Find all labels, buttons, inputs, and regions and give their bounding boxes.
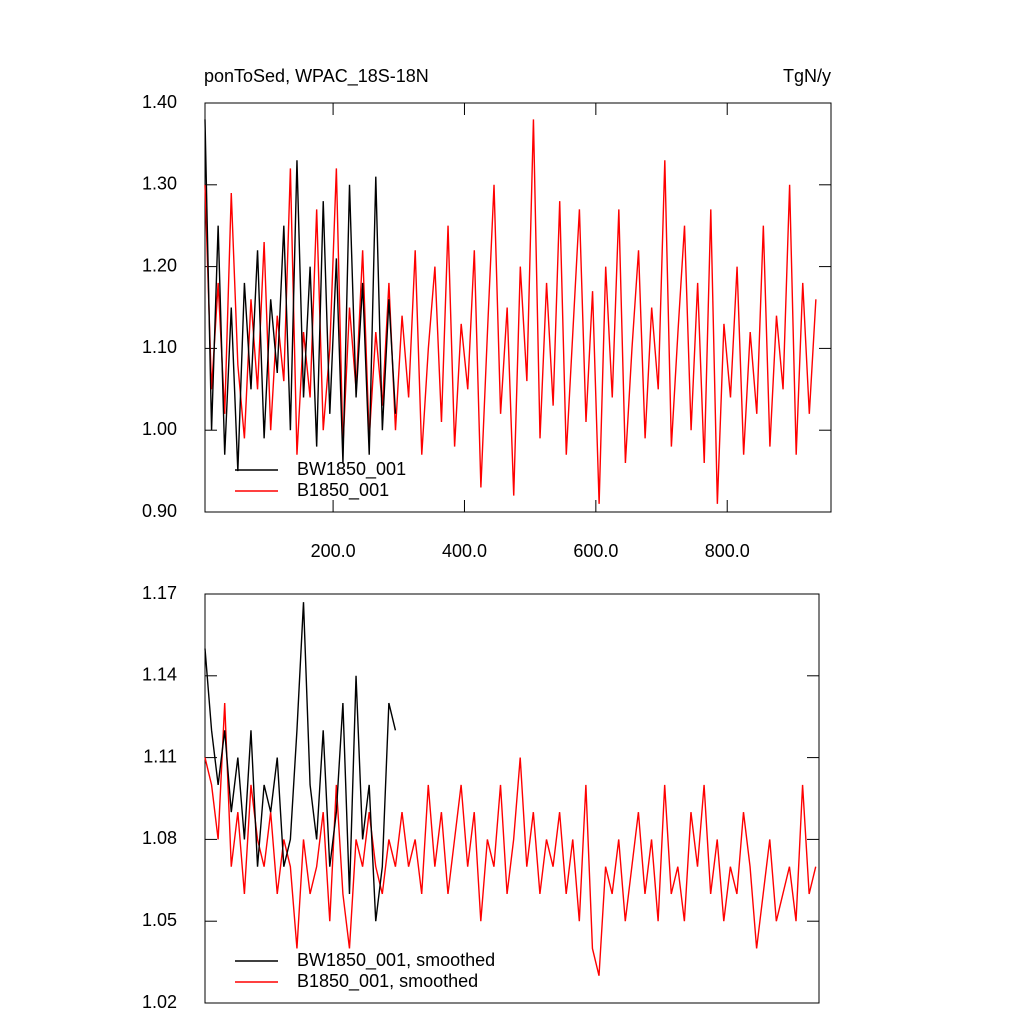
series-line xyxy=(204,703,817,976)
y-tick-label: 1.30 xyxy=(142,174,177,194)
series-line xyxy=(204,602,397,922)
series-line xyxy=(204,119,397,472)
x-tick-label: 800.0 xyxy=(705,541,750,561)
y-tick-label: 1.00 xyxy=(142,419,177,439)
y-tick-label: 1.40 xyxy=(142,92,177,112)
y-tick-label: 1.02 xyxy=(142,992,177,1012)
series-line xyxy=(204,119,817,504)
y-tick-label: 1.17 xyxy=(142,583,177,603)
legend-label: B1850_001, smoothed xyxy=(297,971,478,992)
x-tick-label: 600.0 xyxy=(573,541,618,561)
legend-label: BW1850_001 xyxy=(297,459,406,480)
y-tick-label: 0.90 xyxy=(142,501,177,521)
chart-title: ponToSed, WPAC_18S-18N xyxy=(204,66,429,87)
y-tick-label: 1.20 xyxy=(142,255,177,275)
units-label: TgN/y xyxy=(783,66,831,86)
x-tick-label: 200.0 xyxy=(311,541,356,561)
plot-frame xyxy=(204,593,820,1004)
y-tick-label: 1.11 xyxy=(143,746,177,766)
plot-frame xyxy=(204,102,832,513)
y-tick-label: 1.05 xyxy=(142,910,177,930)
legend-label: BW1850_001, smoothed xyxy=(297,950,495,971)
y-tick-label: 1.10 xyxy=(142,337,177,357)
y-tick-label: 1.08 xyxy=(142,828,177,848)
legend-label: B1850_001 xyxy=(297,480,389,501)
x-tick-label: 400.0 xyxy=(442,541,487,561)
y-tick-label: 1.14 xyxy=(142,665,177,685)
